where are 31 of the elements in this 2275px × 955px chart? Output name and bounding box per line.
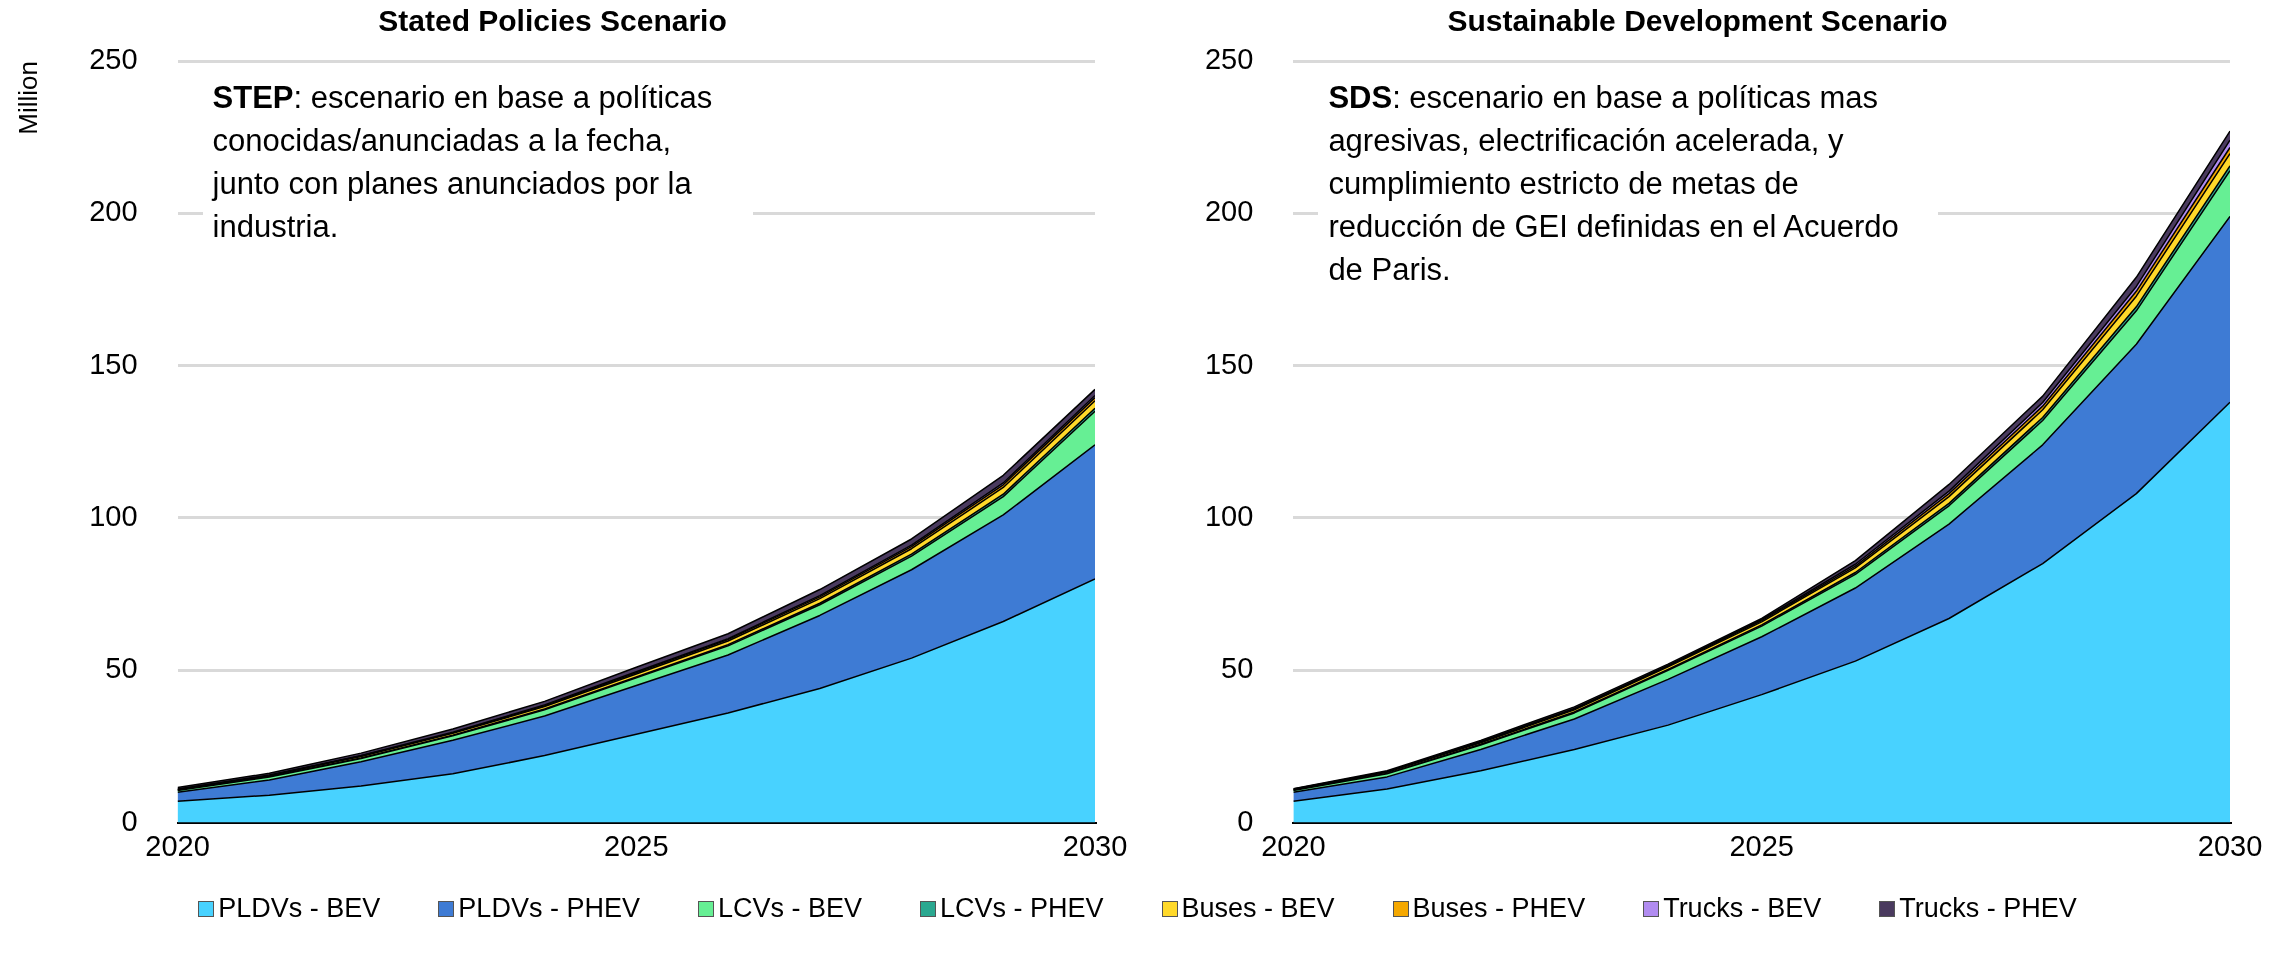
legend-label: Trucks - BEV xyxy=(1663,893,1822,924)
legend-label: LCVs - BEV xyxy=(717,893,862,924)
x-tick-label: 2025 xyxy=(1729,830,1794,862)
y-tick-label: 150 xyxy=(1204,347,1254,380)
x-tick-label: 2020 xyxy=(1261,830,1326,862)
annotation: SDS: escenario en base a políticas mas agresivas, electrificación acelerada, y cumplimiento estricto de metas de reducción de GEI definidas en el Acuerdo de Paris. xyxy=(1318,76,1939,291)
annotation: STEP: escenario en base a políticas conocidas/anunciadas a la fecha, junto con planes anunciados por la industria. xyxy=(202,76,753,248)
legend-label: PLDVs - BEV xyxy=(218,893,381,924)
y-tick-label: 50 xyxy=(1221,652,1254,685)
y-tick-label: 100 xyxy=(89,499,138,532)
legend-label: PLDVs - PHEV xyxy=(458,893,640,924)
y-axis-title: Million xyxy=(12,61,43,135)
chart-title: Sustainable Development Scenario xyxy=(1447,4,1948,38)
y-tick-label: 0 xyxy=(121,804,138,837)
chart-title: Stated Policies Scenario xyxy=(378,4,727,38)
legend-label: Trucks - PHEV xyxy=(1899,893,2077,924)
x-tick-label: 2030 xyxy=(1062,830,1128,862)
y-tick-label: 0 xyxy=(1237,804,1254,837)
x-tick-label: 2020 xyxy=(145,830,210,862)
legend-label: LCVs - PHEV xyxy=(939,893,1104,924)
y-tick-label: 150 xyxy=(89,347,138,380)
x-tick-label: 2025 xyxy=(604,830,669,862)
legend-label: Buses - PHEV xyxy=(1412,893,1586,924)
y-tick-label: 250 xyxy=(1204,43,1254,75)
y-tick-label: 200 xyxy=(1204,195,1254,228)
y-tick-label: 100 xyxy=(1204,499,1254,532)
legend-label: Buses - BEV xyxy=(1181,893,1335,924)
x-tick-label: 2030 xyxy=(2197,830,2263,862)
y-tick-label: 50 xyxy=(105,652,138,685)
y-tick-label: 250 xyxy=(89,43,138,75)
y-tick-label: 200 xyxy=(89,195,138,228)
